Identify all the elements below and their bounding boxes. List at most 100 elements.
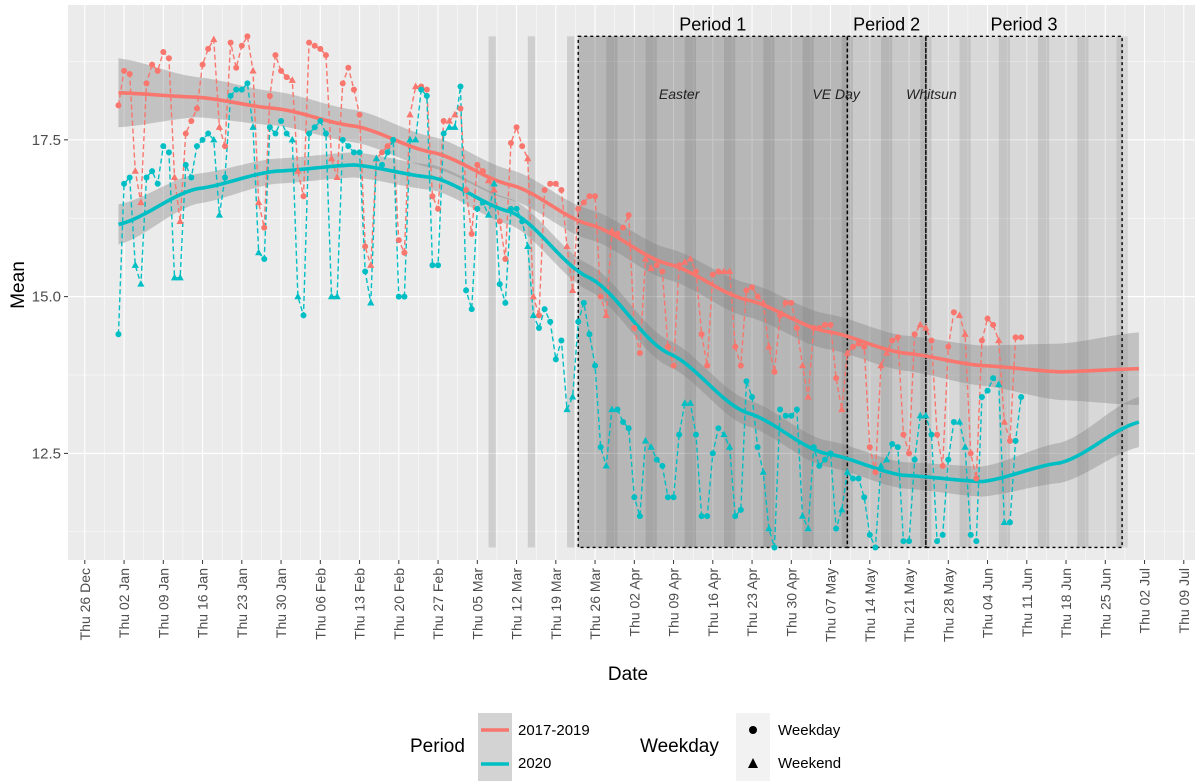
- point-weekday-2020: [698, 513, 705, 520]
- point-weekday-2020: [272, 130, 279, 137]
- point-weekday-2017-2019: [625, 212, 632, 219]
- point-weekday-2017-2019: [345, 64, 352, 71]
- point-weekday-2020: [653, 456, 660, 463]
- point-weekday-2017-2019: [261, 224, 268, 231]
- point-weekday-2017-2019: [552, 180, 559, 187]
- point-weekend-2017-2019: [759, 298, 767, 306]
- point-weekday-2020: [317, 118, 324, 125]
- point-weekday-2017-2019: [934, 431, 941, 438]
- point-weekday-2020: [457, 83, 464, 90]
- x-tick-label-13: Thu 26 Mar: [587, 568, 603, 640]
- point-weekend-2020: [210, 135, 218, 143]
- point-weekday-2020: [513, 205, 520, 212]
- point-weekend-2017-2019: [720, 267, 728, 275]
- point-weekend-2017-2019: [804, 392, 812, 400]
- point-weekday-2020: [833, 525, 840, 532]
- point-weekday-2020: [754, 444, 761, 451]
- point-weekend-2017-2019: [602, 311, 610, 319]
- point-weekend-2020: [922, 411, 930, 419]
- point-weekday-2017-2019: [855, 340, 862, 347]
- point-weekday-2017-2019: [849, 343, 856, 350]
- x-tick-label-12: Thu 19 Mar: [548, 568, 564, 640]
- point-weekend-2020: [451, 123, 459, 130]
- point-weekday-2020: [507, 205, 514, 212]
- point-weekday-2020: [463, 287, 470, 294]
- point-weekday-2017-2019: [378, 149, 385, 156]
- x-tick-label-28: Thu 09 Jul: [1176, 568, 1192, 633]
- point-weekday-2020: [423, 92, 430, 99]
- x-tick-label-5: Thu 30 Jan: [273, 568, 289, 638]
- point-weekday-2017-2019: [160, 49, 167, 56]
- point-weekend-2017-2019: [916, 320, 924, 328]
- point-weekday-2017-2019: [978, 337, 985, 344]
- point-weekday-2017-2019: [535, 312, 542, 319]
- x-tick-label-21: Thu 21 May: [901, 568, 917, 642]
- point-weekend-2020: [255, 248, 263, 256]
- point-weekend-2020: [294, 292, 302, 300]
- point-weekday-2017-2019: [737, 362, 744, 369]
- point-weekday-2017-2019: [322, 52, 329, 59]
- point-weekend-2020: [955, 418, 964, 425]
- period-weekend-shade: [881, 36, 893, 548]
- point-weekday-2017-2019: [698, 331, 705, 338]
- point-weekday-2020: [345, 143, 352, 150]
- point-weekday-2020: [384, 149, 391, 156]
- point-weekday-2020: [900, 538, 907, 545]
- point-weekday-2017-2019: [199, 61, 206, 68]
- period-box-3: [925, 35, 1123, 549]
- point-weekday-2020: [362, 268, 369, 275]
- point-weekday-2020: [984, 387, 991, 394]
- point-weekday-2017-2019: [715, 268, 722, 275]
- point-weekday-2017-2019: [889, 337, 896, 344]
- legend-item-weekend: Weekend: [778, 755, 841, 772]
- point-weekday-2020: [704, 513, 711, 520]
- point-weekday-2020: [709, 450, 716, 457]
- x-tick-label-10: Thu 05 Mar: [469, 568, 485, 640]
- point-weekend-2020: [720, 430, 728, 438]
- point-weekday-2020: [592, 362, 599, 369]
- point-weekday-2017-2019: [653, 262, 660, 269]
- point-weekday-2020: [278, 118, 285, 125]
- point-weekday-2017-2019: [928, 337, 935, 344]
- point-weekend-2017-2019: [686, 254, 694, 262]
- point-weekend-2017-2019: [451, 110, 459, 118]
- point-weekend-2020: [484, 211, 493, 218]
- point-weekday-2020: [205, 130, 212, 137]
- point-weekday-2020: [782, 412, 789, 419]
- point-weekday-2020: [934, 538, 941, 545]
- point-weekday-2017-2019: [339, 80, 346, 87]
- point-weekday-2020: [233, 86, 240, 93]
- point-weekday-2020: [390, 136, 397, 143]
- point-weekday-2017-2019: [614, 230, 621, 237]
- holiday-label-easter: Easter: [659, 86, 701, 102]
- point-weekend-2017-2019: [131, 167, 139, 174]
- holiday-label-ve-day: VE Day: [812, 86, 860, 102]
- point-weekday-2017-2019: [793, 324, 800, 331]
- point-weekend-2017-2019: [843, 349, 851, 356]
- point-weekday-2017-2019: [115, 102, 122, 109]
- point-weekday-2017-2019: [221, 143, 228, 150]
- period-weekend-shade: [1038, 36, 1050, 548]
- point-weekend-2020: [916, 411, 924, 419]
- point-weekend-2020: [1000, 518, 1008, 525]
- point-weekend-2020: [137, 280, 145, 287]
- point-weekday-2017-2019: [1018, 334, 1025, 341]
- point-weekday-2020: [266, 124, 273, 131]
- point-weekday-2020: [636, 513, 643, 520]
- point-weekday-2017-2019: [502, 255, 509, 262]
- point-weekday-2017-2019: [592, 193, 599, 200]
- point-weekday-2017-2019: [317, 45, 324, 52]
- point-weekday-2020: [777, 406, 784, 413]
- point-weekday-2020: [715, 425, 722, 432]
- point-weekend-2020: [602, 461, 610, 469]
- point-weekday-2020: [906, 538, 913, 545]
- x-tick-label-11: Thu 12 Mar: [509, 568, 525, 640]
- y-tick-label-0: 12.5: [32, 445, 61, 462]
- point-weekday-2020: [356, 149, 363, 156]
- point-weekday-2020: [620, 419, 627, 426]
- point-weekday-2017-2019: [233, 64, 240, 71]
- point-weekday-2020: [149, 168, 156, 175]
- point-weekday-2017-2019: [519, 143, 526, 150]
- point-weekday-2017-2019: [810, 324, 817, 331]
- point-weekday-2020: [793, 406, 800, 413]
